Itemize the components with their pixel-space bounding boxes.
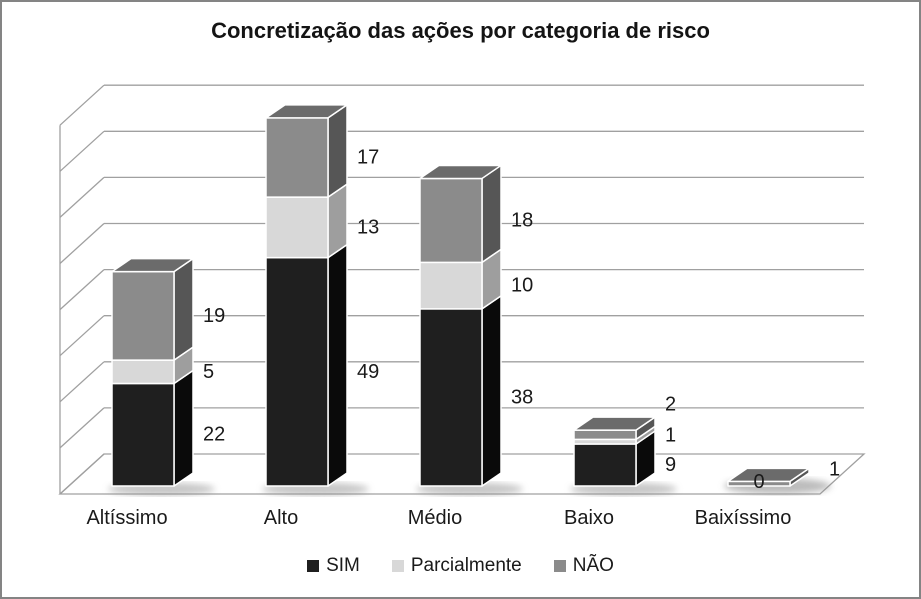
data-label: 1 (829, 459, 840, 481)
bar-segment-front (573, 443, 637, 487)
data-label: 5 (203, 361, 214, 383)
data-label: 18 (511, 209, 533, 231)
bar-segment-side (327, 243, 348, 487)
bar-segment-front (265, 256, 329, 487)
bar-segment-front (419, 177, 483, 264)
wall-diagonal (59, 453, 105, 495)
wall-diagonal (59, 315, 105, 357)
legend-label-parcialmente: Parcialmente (410, 555, 522, 576)
data-label: 0 (753, 471, 764, 493)
bar-segment-front (111, 382, 175, 487)
bar-segment-front (265, 117, 329, 198)
data-label: 1 (665, 425, 676, 447)
bar-segment-side (173, 369, 194, 487)
legend-marker-sim (307, 560, 320, 572)
bar-segment-side (173, 257, 194, 361)
wall-diagonal (59, 223, 105, 264)
bar-segment-front (419, 308, 483, 487)
bar-top-face (265, 104, 348, 119)
bar-top-face (727, 467, 810, 483)
data-label: 49 (357, 361, 379, 383)
data-label: 22 (203, 424, 225, 446)
legend-item-sim: SIM (307, 555, 360, 577)
bar-segment-front (573, 429, 637, 441)
bar-segment-side (481, 164, 502, 264)
category-label-medio: Médio (407, 507, 463, 529)
bar-segment-side (481, 295, 502, 487)
wall-diagonal (59, 130, 105, 172)
bar-segment-side (327, 104, 348, 198)
bar-segment-front (111, 270, 175, 361)
data-label: 9 (665, 454, 676, 476)
data-label: 17 (357, 146, 379, 168)
bar-segment-front (265, 196, 329, 259)
wall-diagonal (59, 407, 105, 449)
legend-marker-nao (553, 560, 566, 572)
legend-item-parcialmente: Parcialmente (391, 555, 522, 577)
bar-segment-front (419, 261, 483, 310)
legend: SIM Parcialmente NÃO (2, 555, 919, 577)
legend-label-nao: NÃO (572, 555, 614, 576)
category-label-alto: Alto (263, 507, 299, 529)
bar-top-face (419, 164, 502, 180)
wall-diagonal (59, 84, 105, 126)
category-label-baixo: Baixo (563, 507, 615, 529)
category-label-baixissimo: Baixíssimo (694, 507, 792, 529)
legend-item-nao: NÃO (553, 555, 614, 577)
data-label: 2 (665, 394, 676, 416)
bar-segment-front (111, 359, 175, 385)
wall-diagonal (59, 176, 105, 218)
data-label: 13 (357, 216, 379, 238)
wall-diagonal (59, 269, 105, 311)
wall-diagonal (59, 361, 105, 403)
data-label: 19 (203, 305, 225, 327)
data-label: 10 (511, 275, 533, 297)
bar-top-face (111, 257, 194, 273)
category-label-altissimo: Altíssimo (86, 507, 168, 529)
legend-label-sim: SIM (326, 555, 360, 576)
chart-title: Concretização das ações por categoria de… (211, 18, 710, 43)
legend-marker-parcialmente (391, 560, 404, 572)
bar-top-face (573, 416, 656, 431)
data-label: 38 (511, 386, 533, 408)
